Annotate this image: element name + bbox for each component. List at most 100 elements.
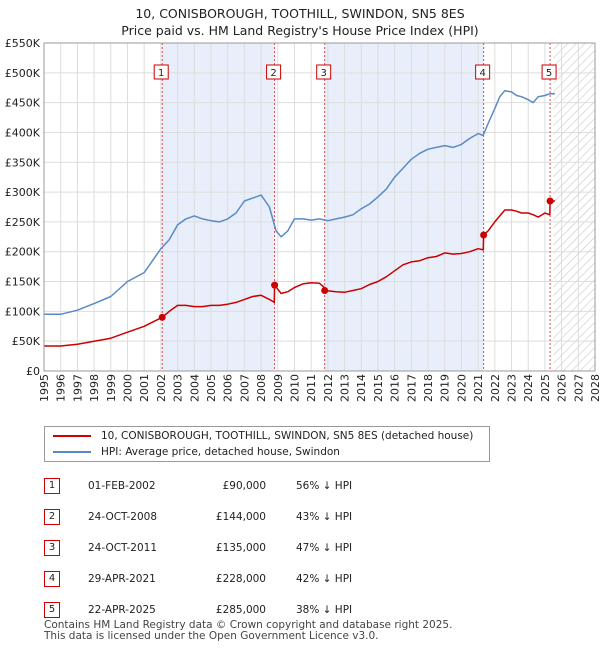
y-tick-label: £400K xyxy=(5,126,41,139)
y-tick-label: £300K xyxy=(5,186,41,199)
x-tick-label: 1996 xyxy=(55,374,68,402)
sale-price: £135,000 xyxy=(215,541,266,554)
x-tick-label: 2009 xyxy=(272,374,285,402)
sale-date: 24-OCT-2011 xyxy=(88,541,157,554)
footer-copyright: Contains HM Land Registry data © Crown c… xyxy=(44,619,453,631)
future-hatch xyxy=(553,43,595,371)
y-tick-label: £550K xyxy=(5,37,41,50)
y-tick-label: £50K xyxy=(12,335,41,348)
x-tick-label: 2014 xyxy=(355,374,368,402)
sale-point xyxy=(480,231,488,239)
sale-row: 1 01-FEB-2002 £90,000 56% ↓ HPI xyxy=(44,470,352,501)
sale-price: £285,000 xyxy=(215,603,266,616)
x-tick-label: 2008 xyxy=(255,374,268,402)
sale-hpi-diff: 56% ↓ HPI xyxy=(296,479,353,492)
x-tick-label: 2019 xyxy=(439,374,452,402)
sale-marker-label: 3 xyxy=(320,68,326,79)
x-tick-label: 2024 xyxy=(522,374,535,402)
y-tick-label: £350K xyxy=(5,156,41,169)
sale-point xyxy=(546,197,554,205)
sale-price: £228,000 xyxy=(215,572,266,585)
sale-date: 29-APR-2021 xyxy=(88,572,156,585)
chart-subtitle: Price paid vs. HM Land Registry's House … xyxy=(121,23,479,38)
x-tick-label: 2005 xyxy=(205,374,218,402)
y-tick-label: £0 xyxy=(26,365,40,378)
sale-hpi-diff: 47% ↓ HPI xyxy=(296,541,353,554)
y-tick-label: £450K xyxy=(5,97,41,110)
plot-area xyxy=(44,43,595,371)
legend-label-hpi: HPI: Average price, detached house, Swin… xyxy=(101,446,340,458)
sale-marker-label: 2 xyxy=(270,68,276,79)
sale-date: 22-APR-2025 xyxy=(88,603,156,616)
sale-marker-box xyxy=(266,64,282,80)
x-tick-label: 2012 xyxy=(322,374,335,402)
x-tick-label: 1999 xyxy=(105,374,118,402)
x-tick-label: 2013 xyxy=(339,374,352,402)
x-tick-label: 1997 xyxy=(71,374,84,402)
legend: 10, CONISBOROUGH, TOOTHILL, SWINDON, SN5… xyxy=(44,426,490,462)
legend-blue-line xyxy=(53,451,91,453)
sale-number: 4 xyxy=(44,570,60,587)
x-tick-label: 2025 xyxy=(539,374,552,402)
sale-marker-label: 5 xyxy=(546,68,552,79)
sale-point xyxy=(271,281,279,289)
sale-hpi-diff: 42% ↓ HPI xyxy=(296,572,353,585)
x-tick-label: 2026 xyxy=(556,374,569,402)
x-tick-label: 2003 xyxy=(172,374,185,402)
x-tick-label: 2020 xyxy=(455,374,468,402)
legend-item-hpi: HPI: Average price, detached house, Swin… xyxy=(53,445,340,459)
x-tick-label: 2027 xyxy=(572,374,585,402)
sale-marker-label: 4 xyxy=(479,68,485,79)
y-tick-label: £250K xyxy=(5,216,41,229)
sale-hpi-diff: 38% ↓ HPI xyxy=(296,603,353,616)
sale-number: 3 xyxy=(44,539,60,556)
x-tick-label: 2016 xyxy=(389,374,402,402)
x-tick-label: 2004 xyxy=(188,374,201,402)
shaded-span xyxy=(324,43,484,371)
sale-number: 1 xyxy=(44,477,60,494)
x-tick-label: 1995 xyxy=(38,374,51,402)
sale-marker-box xyxy=(475,64,491,80)
x-tick-label: 2023 xyxy=(506,374,519,402)
sale-marker-box xyxy=(153,64,169,80)
x-tick-label: 2006 xyxy=(222,374,235,402)
y-tick-label: £200K xyxy=(5,246,41,259)
chart-title: 10, CONISBOROUGH, TOOTHILL, SWINDON, SN5… xyxy=(135,6,465,21)
sale-marker-box xyxy=(541,64,557,80)
legend-item-property: 10, CONISBOROUGH, TOOTHILL, SWINDON, SN5… xyxy=(53,429,473,443)
y-tick-label: £500K xyxy=(5,67,41,80)
x-tick-label: 2001 xyxy=(138,374,151,402)
sale-point xyxy=(321,286,329,294)
hpi-line xyxy=(44,89,555,316)
sale-price: £90,000 xyxy=(222,479,266,492)
sale-date: 01-FEB-2002 xyxy=(88,479,156,492)
price-chart: £0 £50K £100K £150K £200K £250K £300K £350K £400… xyxy=(5,37,600,402)
sale-marker-box xyxy=(316,64,332,80)
sale-row: 4 29-APR-2021 £228,000 42% ↓ HPI xyxy=(44,563,352,594)
y-tick-label: £100K xyxy=(5,305,41,318)
footer: Contains HM Land Registry data © Crown c… xyxy=(44,620,452,642)
sale-point xyxy=(158,313,166,321)
y-tick-label: £150K xyxy=(5,276,41,289)
x-tick-label: 2018 xyxy=(422,374,435,402)
x-tick-label: 1998 xyxy=(88,374,101,402)
sale-number: 2 xyxy=(44,508,60,525)
sale-row: 5 22-APR-2025 £285,000 38% ↓ HPI xyxy=(44,594,352,625)
sale-hpi-diff: 43% ↓ HPI xyxy=(296,510,353,523)
footer-licence: This data is licensed under the Open Gov… xyxy=(44,630,379,642)
sale-date: 24-OCT-2008 xyxy=(88,510,157,523)
x-tick-label: 2002 xyxy=(155,374,168,402)
x-tick-label: 2028 xyxy=(589,374,600,402)
shaded-span xyxy=(162,43,275,371)
x-tick-label: 2022 xyxy=(489,374,502,402)
legend-label-property: 10, CONISBOROUGH, TOOTHILL, SWINDON, SN5… xyxy=(101,430,474,442)
x-tick-label: 2015 xyxy=(372,374,385,402)
sales-table: 1 01-FEB-2002 £90,000 56% ↓ HPI 2 24-OCT-2008… xyxy=(44,470,352,625)
legend-red-line xyxy=(53,435,91,437)
x-tick-label: 2021 xyxy=(472,374,485,402)
x-tick-label: 2007 xyxy=(238,374,251,402)
property-price-line xyxy=(44,200,555,347)
plot-border xyxy=(43,42,596,372)
sale-price: £144,000 xyxy=(215,510,266,523)
sale-marker-label: 1 xyxy=(158,68,164,79)
